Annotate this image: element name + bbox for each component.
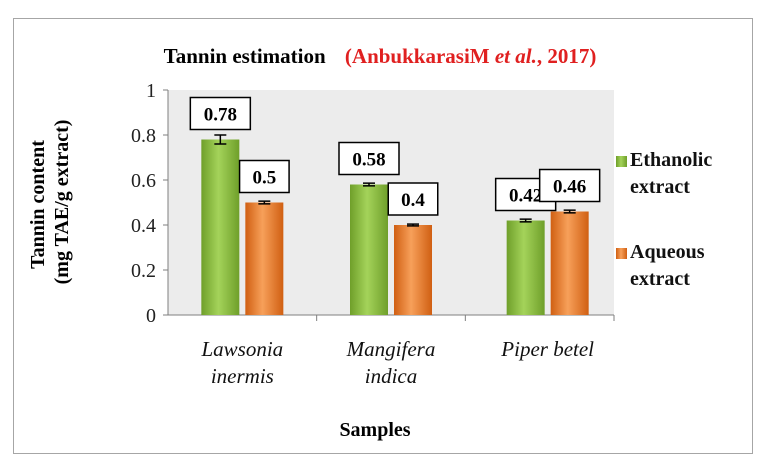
data-label-box — [538, 168, 601, 203]
data-label: 0.78 — [204, 105, 237, 126]
y-axis-label-line1: Tannin content — [27, 140, 49, 269]
y-tick-label: 0 — [146, 305, 156, 327]
bar — [350, 184, 388, 315]
citation-part-3: , 2017) — [537, 44, 597, 68]
legend-label: Ethanolic — [630, 149, 712, 171]
category-label: Mangifera — [346, 337, 436, 361]
legend-label: Aqueous — [630, 241, 705, 263]
data-label: 0.42 — [509, 186, 542, 207]
bars: 0.78 0.5 0.58 0.4 0.42 0.46 — [189, 96, 615, 321]
bar — [550, 211, 589, 315]
y-tick-label: 0.2 — [131, 260, 156, 282]
y-tick-label: 0.6 — [131, 170, 156, 192]
data-label: 0.4 — [401, 190, 425, 211]
data-label-box — [338, 141, 400, 176]
citation-part-2: et al. — [495, 44, 537, 68]
category-label: indica — [365, 364, 418, 388]
y-axis-label: Tannin content (mg TAE/g extract) — [27, 120, 73, 285]
data-label-box — [189, 96, 252, 131]
data-label: 0.5 — [252, 168, 276, 189]
y-axis-label-line2: (mg TAE/g extract) — [51, 120, 73, 285]
bar — [245, 202, 284, 315]
category-label: Lawsonia — [200, 337, 283, 361]
x-axis-label: Samples — [339, 419, 410, 441]
data-label: 0.58 — [352, 150, 385, 171]
y-ticks: 0 0.2 0.4 0.6 0.8 1 — [131, 80, 168, 327]
category-labels: Lawsonia inermis Mangifera indica Piper bete… — [200, 337, 594, 388]
data-label: 0.46 — [553, 177, 586, 198]
chart-title-citation: (AnbukkarasiM et al., 2017) — [345, 44, 596, 68]
legend-label: extract — [630, 176, 690, 198]
y-tick-label: 0.8 — [131, 125, 156, 147]
bar — [201, 139, 240, 315]
data-label-box — [238, 159, 290, 194]
legend-swatch — [616, 248, 627, 259]
chart-title: Tannin estimation (AnbukkarasiM et al., … — [164, 44, 597, 68]
legend: Ethanolic extract Aqueous extract — [616, 149, 712, 290]
y-tick-label: 1 — [146, 80, 156, 102]
citation-part-1: (AnbukkarasiM — [345, 44, 495, 68]
legend-swatch — [616, 156, 627, 167]
data-label-box — [387, 182, 439, 216]
category-label: inermis — [211, 364, 274, 388]
chart-title-main: Tannin estimation — [164, 44, 326, 68]
y-tick-label: 0.4 — [131, 215, 156, 237]
legend-label: extract — [630, 268, 690, 290]
bar — [394, 225, 432, 315]
category-label: Piper betel — [500, 337, 594, 361]
bar — [506, 220, 545, 315]
